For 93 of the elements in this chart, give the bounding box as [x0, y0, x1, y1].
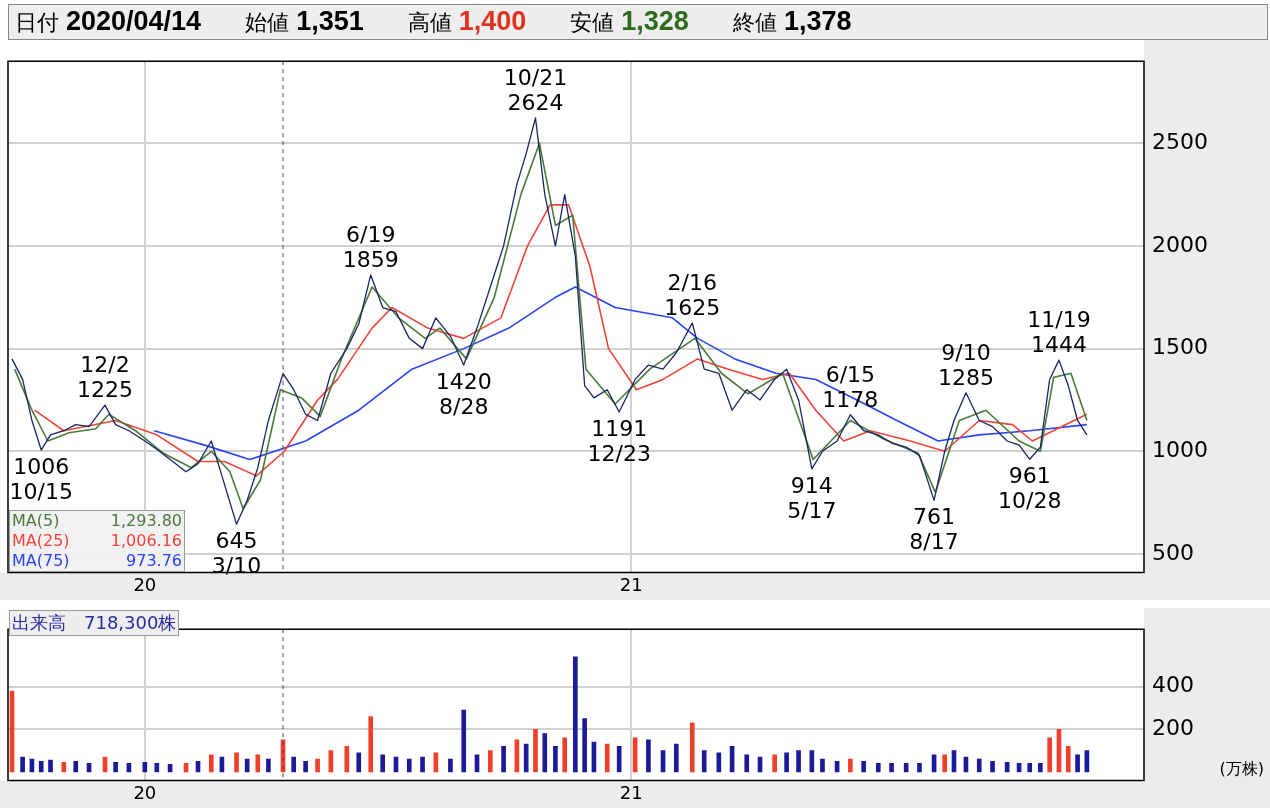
- bar: [861, 760, 866, 773]
- x-tick-label: 20: [133, 781, 157, 803]
- bar: [154, 763, 160, 773]
- annotation: 1,293.80: [110, 511, 182, 532]
- y-tick-label: 400: [1152, 672, 1194, 698]
- bar: [291, 756, 296, 773]
- bar: [990, 760, 995, 773]
- y-tick-label: 500: [1152, 539, 1194, 565]
- bar: [848, 758, 853, 773]
- annotation: 10/21 2624: [503, 64, 568, 115]
- bar: [380, 754, 386, 773]
- bar: [942, 754, 948, 773]
- text: MA(75): [12, 551, 70, 572]
- bar: [487, 750, 493, 773]
- bar: [1075, 754, 1080, 773]
- annotation: 出来高 718,300株: [9, 610, 180, 636]
- y-tick-label: 1000: [1152, 436, 1208, 462]
- annotation: 2/16 1625: [664, 269, 721, 320]
- bar: [772, 754, 777, 773]
- text: MA(5): [12, 511, 60, 532]
- y-tick-label: 2500: [1152, 129, 1208, 155]
- bar: [604, 743, 610, 773]
- annotation: 1006 10/15: [9, 454, 73, 505]
- bar: [1065, 746, 1071, 773]
- bar: [553, 746, 558, 773]
- annotation: 1,006.16: [110, 531, 182, 552]
- bar: [573, 656, 578, 773]
- bar: [523, 743, 529, 773]
- annotation: 11/19 1444: [1027, 307, 1091, 358]
- y-tick-label: 200: [1152, 715, 1194, 741]
- bar: [976, 758, 982, 773]
- bar: [255, 754, 261, 773]
- annotation: 9/10 1285: [937, 339, 994, 390]
- y-tick-label: 1500: [1152, 334, 1208, 360]
- bar: [73, 760, 79, 773]
- annotation: 1191 12/23: [587, 416, 651, 467]
- bar: [461, 709, 467, 773]
- x-tick-label: 21: [619, 781, 643, 803]
- bar: [784, 752, 789, 773]
- bar: [582, 718, 587, 773]
- x-tick-label: 20: [133, 573, 157, 595]
- annotation: 6/19 1859: [342, 221, 399, 272]
- bar: [796, 750, 801, 773]
- bar: [448, 758, 453, 773]
- bar: [875, 763, 881, 773]
- text: 日付 2020/04/14: [15, 6, 202, 38]
- bar: [420, 756, 425, 773]
- bar: [344, 746, 350, 773]
- y-axis-title: (万株): [1219, 759, 1264, 779]
- bar: [689, 722, 695, 773]
- bar: [1047, 737, 1052, 773]
- bar: [266, 758, 271, 773]
- annotation: 961 10/28: [998, 463, 1062, 514]
- bar: [113, 761, 118, 773]
- text: 始値 1,351: [245, 6, 364, 38]
- bar: [646, 739, 651, 773]
- bar: [1027, 763, 1033, 773]
- annotation: 761 8/17: [909, 504, 959, 555]
- bar: [48, 759, 53, 773]
- y-tick-label: 2000: [1152, 231, 1208, 257]
- annotation: 973.76: [126, 551, 182, 572]
- bar: [208, 754, 214, 773]
- bar: [889, 763, 894, 773]
- bar: [744, 754, 750, 773]
- bar: [903, 763, 909, 773]
- text: MA(25): [12, 531, 70, 552]
- bar: [820, 758, 825, 773]
- x-tick-label: 21: [619, 573, 643, 595]
- annotation: 1420 8/28: [435, 369, 492, 420]
- bar: [20, 756, 25, 773]
- bar: [501, 746, 506, 773]
- bar: [406, 758, 412, 773]
- bar: [673, 743, 679, 773]
- bar: [368, 716, 374, 773]
- annotation: 914 5/17: [787, 472, 837, 523]
- bar: [61, 761, 67, 773]
- bar: [433, 752, 439, 773]
- bar: [616, 746, 622, 773]
- text: 安値 1,328: [570, 6, 689, 38]
- annotation: 12/2 1225: [76, 352, 133, 403]
- bar: [701, 750, 707, 773]
- text: 終値 1,378: [732, 6, 852, 38]
- bar: [303, 760, 308, 773]
- bar: [562, 737, 568, 773]
- bar: [234, 752, 239, 773]
- bar: [533, 728, 538, 773]
- text: 高値 1,400: [407, 6, 527, 38]
- bar: [542, 733, 548, 773]
- bar: [917, 763, 922, 773]
- bar: [315, 758, 320, 773]
- bar: [356, 752, 362, 773]
- bar: [38, 760, 44, 773]
- bar: [1038, 763, 1043, 773]
